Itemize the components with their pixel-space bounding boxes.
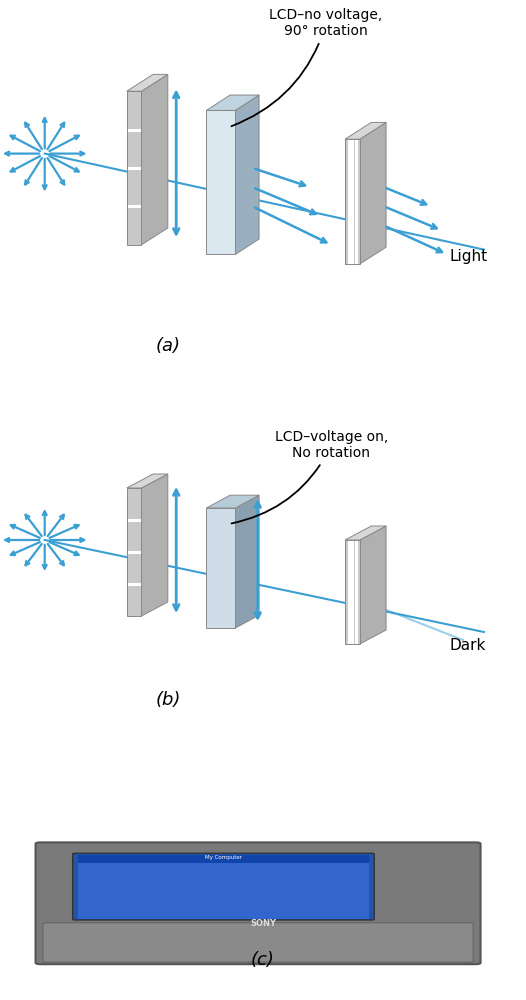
Polygon shape (345, 139, 360, 264)
FancyBboxPatch shape (43, 923, 473, 962)
Text: Light: Light (450, 249, 488, 264)
Polygon shape (127, 74, 168, 91)
Text: LCD–no voltage,
90° rotation: LCD–no voltage, 90° rotation (231, 8, 383, 126)
Polygon shape (345, 540, 360, 644)
Text: My Computer: My Computer (205, 855, 242, 860)
FancyBboxPatch shape (78, 855, 369, 919)
Polygon shape (345, 122, 386, 139)
FancyBboxPatch shape (73, 853, 374, 920)
Polygon shape (236, 495, 259, 628)
Polygon shape (345, 526, 386, 540)
Polygon shape (360, 122, 386, 264)
Text: (b): (b) (156, 691, 181, 709)
Polygon shape (127, 488, 141, 616)
Polygon shape (206, 110, 236, 254)
Polygon shape (127, 91, 141, 245)
Text: (c): (c) (251, 951, 275, 969)
Polygon shape (360, 526, 386, 644)
Text: Dark: Dark (450, 639, 486, 654)
Text: SONY: SONY (250, 919, 276, 928)
Polygon shape (206, 95, 259, 110)
Polygon shape (141, 474, 168, 616)
Polygon shape (206, 495, 259, 508)
Text: (a): (a) (156, 337, 181, 355)
Text: LCD–voltage on,
No rotation: LCD–voltage on, No rotation (231, 430, 388, 523)
Polygon shape (141, 74, 168, 245)
FancyBboxPatch shape (36, 842, 481, 964)
FancyBboxPatch shape (78, 855, 369, 863)
Polygon shape (127, 474, 168, 488)
Polygon shape (206, 508, 236, 628)
Polygon shape (236, 95, 259, 254)
